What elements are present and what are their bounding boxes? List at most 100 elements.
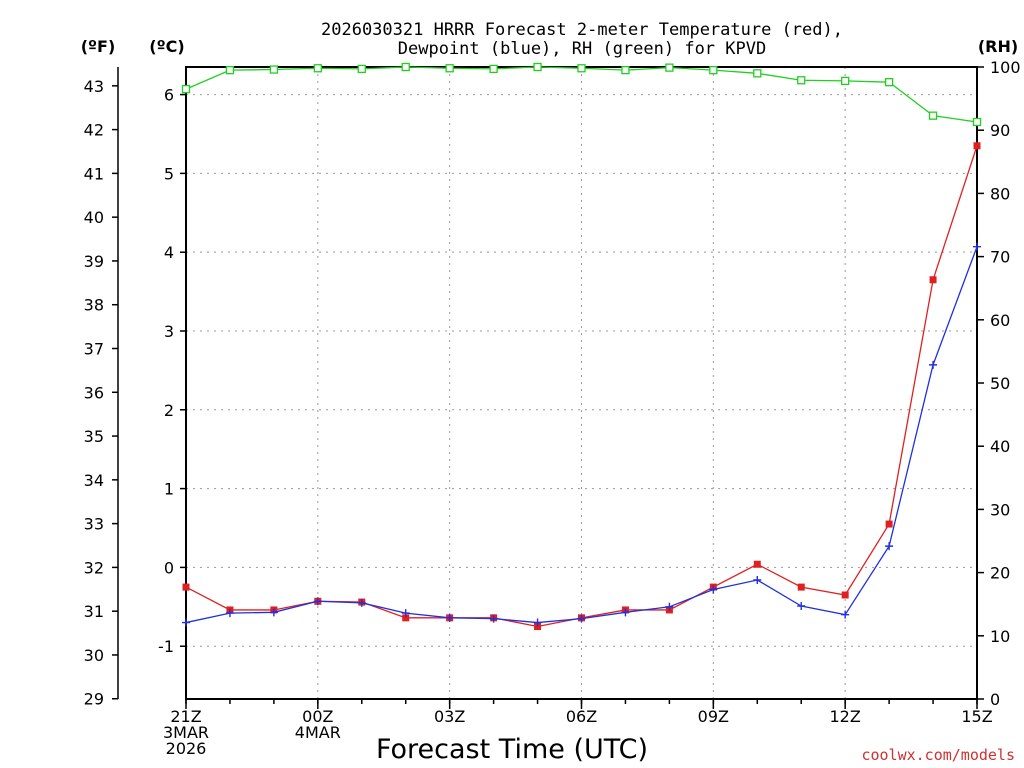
x-tick-label: 09Z: [698, 707, 729, 726]
rh-tick-label: 90: [990, 121, 1010, 140]
temperature-point: [973, 142, 981, 150]
dewpoint-point: [973, 242, 981, 251]
rh-point: [401, 62, 410, 72]
rh-point: [489, 64, 498, 74]
fahrenheit-tick-label: 38: [84, 296, 104, 315]
celsius-tick-label: 5: [164, 164, 174, 183]
dewpoint-point: [753, 576, 762, 585]
dewpoint-point: [489, 614, 498, 623]
rh-point: [665, 63, 674, 72]
celsius-tick-label: 0: [164, 558, 174, 577]
x-tick-label: 15Z: [961, 707, 992, 726]
dewpoint-point: [182, 618, 190, 627]
x-tick-label: 21Z: [170, 707, 201, 726]
rh-point: [928, 111, 938, 120]
rh-point: [841, 76, 850, 86]
fahrenheit-tick-label: 35: [84, 427, 104, 446]
fahrenheit-tick-label: 37: [84, 340, 104, 359]
rh-point: [884, 78, 894, 87]
celsius-tick-label: 2: [164, 401, 174, 420]
credit-link[interactable]: coolwx.com/models: [861, 746, 1015, 764]
temperature-point: [885, 520, 893, 528]
temperature-point: [402, 614, 410, 622]
rh-point: [621, 66, 630, 75]
temperature-series-line: [185, 145, 978, 628]
fahrenheit-tick-label: 33: [84, 515, 104, 534]
dewpoint-point: [665, 602, 674, 611]
rh-tick-label: 50: [990, 374, 1010, 393]
rh-point: [753, 69, 762, 78]
dewpoint-point: [841, 610, 850, 619]
rh-tick-label: 0: [990, 690, 1000, 709]
rh-tick-label: 40: [990, 437, 1010, 456]
temperature-point: [929, 276, 937, 284]
dewpoint-series-line: [185, 246, 978, 624]
x-tick-label: 12Z: [830, 707, 861, 726]
x-tick-label: 03Z: [434, 707, 465, 726]
dewpoint-point: [533, 618, 542, 627]
rh-tick-label: 20: [990, 564, 1010, 583]
grid: [186, 67, 977, 699]
rh-tick-label: 70: [990, 248, 1010, 267]
temperature-point: [753, 560, 761, 568]
dewpoint-point: [929, 360, 938, 369]
x-tick-label: 3MAR: [163, 723, 209, 742]
rh-point: [445, 64, 454, 73]
celsius-tick-label: 6: [164, 86, 174, 105]
dewpoint-point: [313, 597, 322, 606]
celsius-tick-label: 4: [164, 243, 174, 262]
fahrenheit-tick-label: 29: [84, 690, 104, 709]
rh-point: [577, 64, 586, 73]
celsius-unit-label: (ºC): [149, 37, 184, 56]
rh-point: [797, 76, 806, 85]
rh-point: [709, 66, 718, 75]
rh-point: [225, 66, 235, 75]
rh-unit-label: (RH): [978, 37, 1018, 56]
temperature-point: [841, 591, 849, 599]
dewpoint-point: [885, 542, 894, 551]
fahrenheit-tick-label: 30: [84, 646, 104, 665]
chart-title-line2: Dewpoint (blue), RH (green) for KPVD: [398, 39, 766, 59]
series-layer: [181, 62, 982, 631]
fahrenheit-tick-label: 32: [84, 558, 104, 577]
fahrenheit-tick-label: 42: [84, 121, 104, 140]
x-axis-title: Forecast Time (UTC): [376, 734, 648, 765]
fahrenheit-tick-label: 39: [84, 252, 104, 271]
rh-tick-label: 100: [990, 58, 1021, 77]
celsius-tick-label: -1: [158, 637, 174, 656]
celsius-tick-label: 3: [164, 322, 174, 341]
fahrenheit-unit-label: (ºF): [81, 37, 116, 56]
rh-tick-label: 60: [990, 311, 1010, 330]
rh-tick-label: 80: [990, 184, 1010, 203]
celsius-tick-label: 1: [164, 480, 174, 499]
x-tick-label: 00Z: [302, 707, 333, 726]
rh-point: [972, 117, 982, 127]
fahrenheit-tick-label: 43: [84, 77, 104, 96]
dewpoint-point: [709, 585, 718, 594]
dewpoint-point: [401, 609, 410, 618]
rh-point: [357, 64, 366, 74]
x-tick-label: 06Z: [566, 707, 597, 726]
dewpoint-point: [577, 614, 586, 623]
temperature-point: [797, 583, 805, 591]
fahrenheit-tick-label: 36: [84, 383, 104, 402]
fahrenheit-tick-label: 34: [84, 471, 104, 490]
rh-point: [313, 64, 322, 73]
dewpoint-point: [797, 602, 806, 611]
rh-point: [181, 84, 191, 94]
dewpoint-point: [445, 613, 454, 622]
dewpoint-point: [621, 608, 630, 617]
fahrenheit-tick-label: 40: [84, 208, 104, 227]
rh-tick-label: 30: [990, 500, 1010, 519]
x-tick-label: 2026: [166, 739, 207, 758]
rh-tick-label: 10: [990, 627, 1010, 646]
rh-point: [269, 65, 279, 74]
dewpoint-point: [269, 608, 278, 617]
fahrenheit-tick-label: 31: [84, 602, 104, 621]
rh-point: [533, 62, 542, 72]
dewpoint-point: [225, 609, 234, 618]
x-tick-label: 4MAR: [295, 723, 341, 742]
fahrenheit-tick-label: 41: [84, 164, 104, 183]
